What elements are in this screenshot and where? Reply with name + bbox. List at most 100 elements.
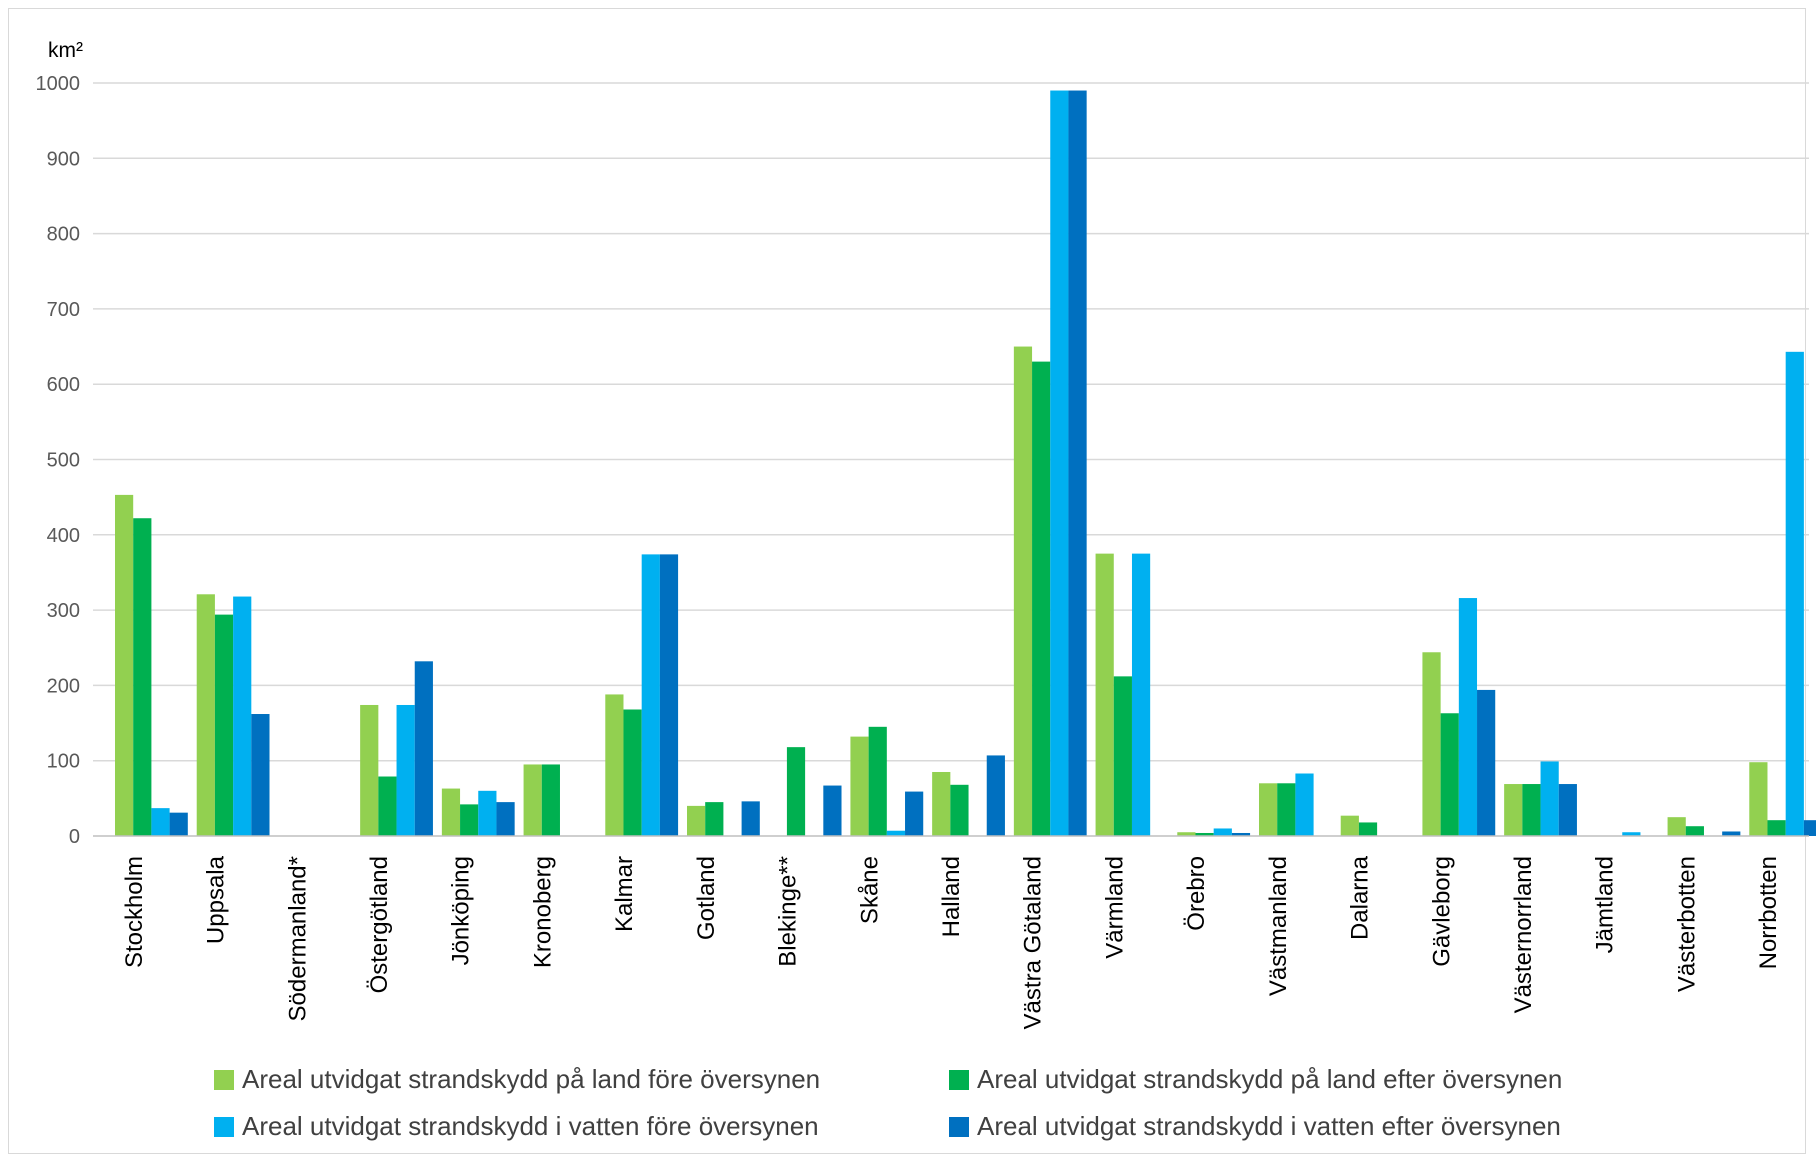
bar (1277, 783, 1296, 836)
bar-chart: km² 0 100 200 300 400 500 600 700 800 900 1000 Sto… (36, 39, 1816, 1029)
bar (1113, 676, 1132, 836)
bar (605, 694, 624, 836)
bar (541, 764, 560, 836)
x-category-label: Gotland (693, 856, 720, 940)
bar (1095, 553, 1114, 836)
bar (478, 790, 497, 836)
bar (1458, 598, 1478, 836)
x-axis-category-labels: Stockholm Uppsala Södermanland* Östergötlan… (121, 855, 1782, 1029)
bar (823, 785, 842, 836)
x-category-label: Blekinge** (775, 856, 802, 967)
bar (1722, 831, 1741, 836)
x-category-label: Örebro (1183, 856, 1210, 931)
x-category-label: Värmland (1101, 856, 1128, 959)
bar (850, 736, 869, 836)
bar (460, 804, 479, 836)
x-category-label: Jämtland (1592, 856, 1619, 953)
legend-label: Areal utvidgat strandskydd i vatten efte… (977, 1111, 1561, 1141)
bar (1340, 815, 1359, 836)
bar (1068, 90, 1087, 836)
x-category-label: Kronoberg (529, 856, 556, 968)
bar (950, 784, 969, 836)
y-tick-label: 900 (47, 148, 80, 170)
bar (1195, 832, 1214, 836)
bar (360, 704, 379, 836)
bar (214, 614, 234, 836)
bar (196, 594, 215, 836)
bar (1213, 828, 1232, 836)
bar (1422, 652, 1441, 836)
x-category-label: Jönköping (448, 856, 475, 965)
x-category-label: Halland (938, 856, 965, 937)
bar (623, 709, 642, 836)
legend-swatch (949, 1069, 969, 1090)
legend-swatch (214, 1069, 234, 1090)
legend-label: Areal utvidgat strandskydd i vatten före… (242, 1111, 819, 1141)
bar (414, 661, 433, 836)
bar (1685, 826, 1704, 836)
x-category-label: Västerbotten (1673, 856, 1700, 992)
y-axis-ticks: 0 100 200 300 400 500 600 700 800 900 1000 (36, 73, 81, 848)
bar (251, 714, 270, 836)
legend-label: Areal utvidgat strandskydd på land före … (242, 1064, 821, 1094)
bar (396, 704, 415, 836)
bar (1477, 689, 1496, 836)
bar (905, 791, 924, 836)
legend-item: Areal utvidgat strandskydd i vatten efte… (949, 1111, 1561, 1142)
bar (115, 494, 134, 836)
legend-swatch (214, 1116, 234, 1137)
x-category-label: Uppsala (203, 855, 230, 944)
bar (1785, 351, 1804, 836)
bar (441, 788, 461, 836)
bar (687, 805, 706, 836)
bar (133, 518, 152, 836)
gridlines (93, 82, 1809, 762)
bar (1440, 713, 1459, 836)
bar (1259, 783, 1278, 836)
bar (169, 812, 188, 836)
x-category-label: Skåne (856, 856, 883, 924)
bar (1522, 784, 1541, 836)
y-tick-label: 800 (47, 224, 80, 246)
bar (1050, 90, 1069, 836)
bar (1032, 361, 1051, 836)
y-tick-label: 500 (47, 450, 80, 472)
x-category-label: Östergötland (366, 856, 393, 993)
bar (233, 596, 252, 836)
bar (151, 808, 170, 836)
bar (1558, 784, 1577, 836)
bar (1540, 761, 1559, 836)
y-tick-label: 700 (47, 299, 80, 321)
x-category-label: Västmanland (1265, 856, 1292, 996)
legend-label: Areal utvidgat strandskydd på land efter… (977, 1064, 1563, 1094)
y-tick-label: 200 (47, 675, 80, 697)
bar (1295, 773, 1314, 836)
legend-item: Areal utvidgat strandskydd i vatten före… (214, 1111, 819, 1142)
legend-item: Areal utvidgat strandskydd på land efter… (949, 1064, 1562, 1095)
y-tick-label: 300 (47, 600, 80, 622)
bar (496, 802, 515, 836)
x-category-label: Västra Götaland (1020, 856, 1047, 1029)
x-category-label: Norrbotten (1755, 856, 1782, 969)
bar (378, 776, 397, 836)
bar (741, 801, 760, 836)
bars (115, 90, 1816, 836)
bar (641, 554, 660, 836)
bar (1131, 553, 1151, 836)
bar (786, 747, 806, 836)
bar (1667, 817, 1686, 836)
bar (886, 830, 906, 836)
bar (1358, 822, 1378, 836)
legend: Areal utvidgat strandskydd på land före … (0, 1050, 1816, 1150)
chart-frame (8, 8, 1806, 1154)
bar (1231, 832, 1251, 836)
bar (986, 755, 1005, 836)
legend-swatch (949, 1116, 969, 1137)
x-category-label: Södermanland* (284, 856, 311, 1021)
y-tick-label: 600 (47, 374, 80, 396)
bar (932, 771, 951, 836)
bar (1749, 762, 1768, 836)
x-category-label: Kalmar (611, 856, 638, 932)
y-unit-label: km² (48, 39, 83, 62)
bar (659, 554, 679, 836)
